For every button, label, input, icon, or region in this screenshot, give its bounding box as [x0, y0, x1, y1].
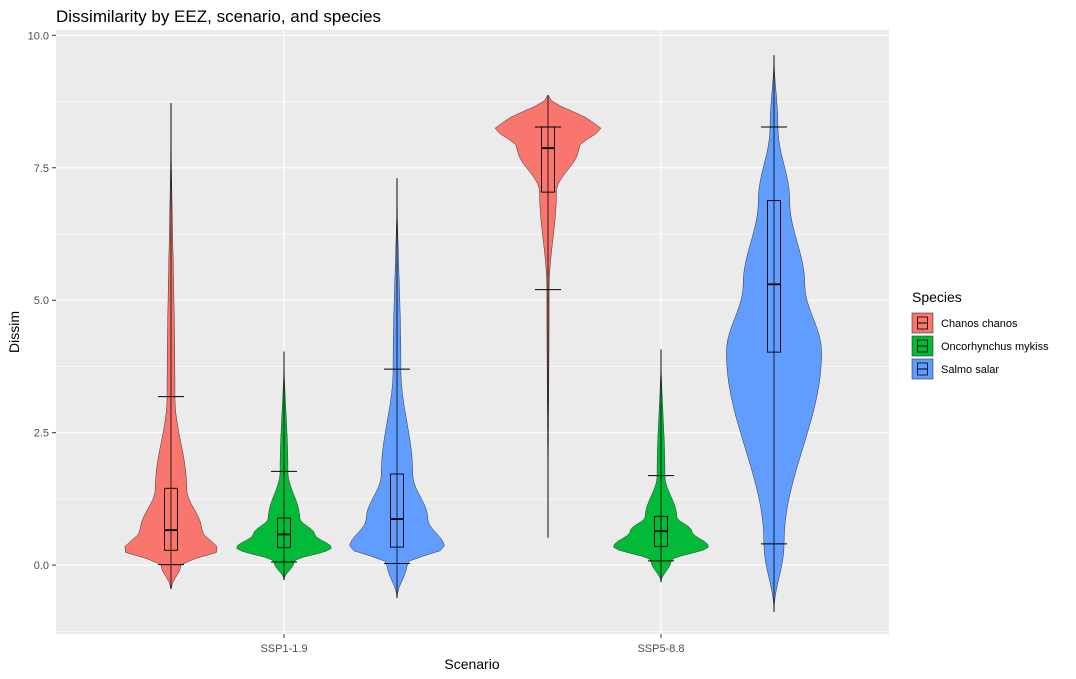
- violin-group: [124, 102, 218, 590]
- box-iqr: [767, 200, 781, 353]
- legend-title: Species: [912, 289, 962, 305]
- y-tick-label: 10.0: [28, 30, 49, 42]
- axes-group: 0.0 2.5 5.0 7.5 10.0 SSP1-1.9 SSP5-8.8: [28, 30, 685, 655]
- legend-label: Salmo salar: [941, 364, 999, 376]
- box-iqr: [164, 487, 178, 551]
- violin-group: [613, 349, 709, 583]
- y-tick-label: 7.5: [34, 163, 49, 175]
- violins-group: [124, 55, 822, 612]
- legend-item: Salmo salar: [911, 358, 999, 380]
- violin-group: [236, 351, 332, 581]
- x-tick-label: SSP5-8.8: [637, 643, 684, 655]
- legend-label: Chanos chanos: [941, 318, 1018, 330]
- x-axis-title: Scenario: [444, 656, 499, 672]
- y-axis-title: Dissim: [6, 311, 22, 353]
- box-iqr: [277, 517, 291, 549]
- legend: Species Chanos chanos Oncorhynchus mykiss…: [911, 289, 1049, 380]
- chart-title: Dissimilarity by EEZ, scenario, and spec…: [56, 7, 381, 26]
- y-tick-label: 5.0: [34, 295, 49, 307]
- violin-group: [726, 55, 822, 612]
- box-iqr: [390, 473, 404, 548]
- legend-item: Chanos chanos: [911, 312, 1018, 334]
- y-tick-label: 0.0: [34, 560, 49, 572]
- y-tick-label: 2.5: [34, 428, 49, 440]
- box-iqr: [541, 126, 555, 193]
- violin-group: [494, 94, 602, 538]
- violin-group: [349, 178, 445, 599]
- legend-label: Oncorhynchus mykiss: [941, 341, 1049, 353]
- x-tick-label: SSP1-1.9: [260, 643, 307, 655]
- legend-item: Oncorhynchus mykiss: [911, 335, 1049, 357]
